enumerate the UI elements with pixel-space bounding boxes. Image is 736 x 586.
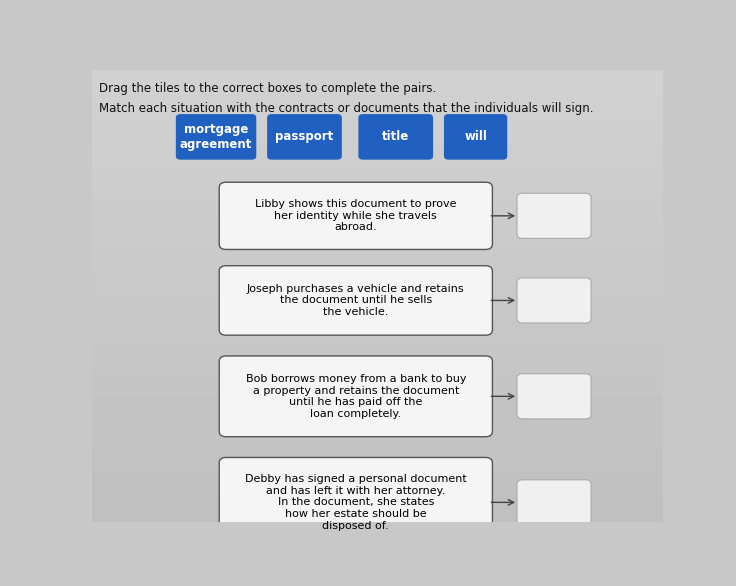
FancyBboxPatch shape — [444, 114, 507, 159]
Text: Bob borrows money from a bank to buy
a property and retains the document
until h: Bob borrows money from a bank to buy a p… — [246, 374, 466, 419]
FancyBboxPatch shape — [219, 182, 492, 250]
FancyBboxPatch shape — [176, 114, 256, 159]
Text: Debby has signed a personal document
and has left it with her attorney.
In the d: Debby has signed a personal document and… — [245, 474, 467, 530]
Text: Joseph purchases a vehicle and retains
the document until he sells
the vehicle.: Joseph purchases a vehicle and retains t… — [247, 284, 464, 317]
Text: Libby shows this document to prove
her identity while she travels
abroad.: Libby shows this document to prove her i… — [255, 199, 456, 233]
Text: mortgage
agreement: mortgage agreement — [180, 123, 252, 151]
Text: passport: passport — [275, 130, 333, 144]
FancyBboxPatch shape — [517, 374, 591, 419]
FancyBboxPatch shape — [219, 356, 492, 437]
FancyBboxPatch shape — [358, 114, 433, 159]
Text: Drag the tiles to the correct boxes to complete the pairs.: Drag the tiles to the correct boxes to c… — [99, 81, 436, 94]
FancyBboxPatch shape — [219, 458, 492, 547]
FancyBboxPatch shape — [517, 193, 591, 239]
Text: title: title — [382, 130, 409, 144]
Text: will: will — [464, 130, 487, 144]
FancyBboxPatch shape — [517, 278, 591, 323]
FancyBboxPatch shape — [219, 265, 492, 335]
FancyBboxPatch shape — [267, 114, 342, 159]
FancyBboxPatch shape — [517, 480, 591, 525]
Text: Match each situation with the contracts or documents that the individuals will s: Match each situation with the contracts … — [99, 102, 593, 115]
